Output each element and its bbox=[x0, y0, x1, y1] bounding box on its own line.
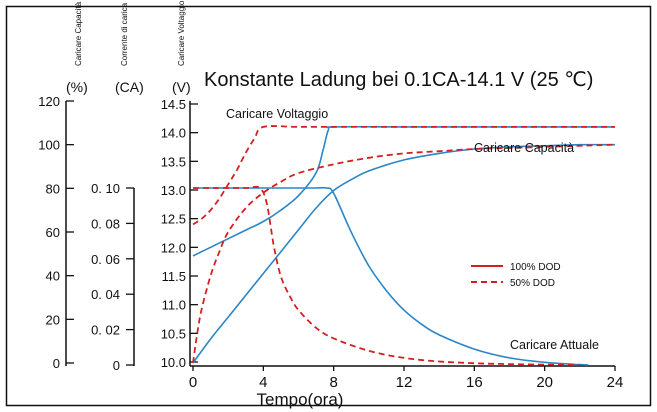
current-curve-label: Caricare Attuale bbox=[510, 338, 599, 352]
current-tick-label: 0. 08 bbox=[91, 216, 120, 231]
voltage-50-dod-line bbox=[192, 125, 615, 226]
x-axis-title: Tempo(ora) bbox=[257, 390, 344, 409]
x-tick-label: 8 bbox=[329, 374, 337, 391]
capacity-100-dod-line bbox=[192, 143, 616, 364]
x-tick-label: 20 bbox=[536, 374, 553, 391]
voltage-tick-label: 10.5 bbox=[161, 326, 186, 341]
capacity-axis-title: Caricare Capacità bbox=[74, 1, 83, 66]
x-tick-label: 0 bbox=[189, 374, 197, 391]
capacity-tick-label: 40 bbox=[46, 269, 60, 284]
voltage-axis-unit: (V) bbox=[172, 79, 191, 95]
voltage-tick-label: 13.5 bbox=[161, 154, 186, 169]
capacity-tick-label: 120 bbox=[38, 94, 60, 109]
current-axis-unit: (CA) bbox=[115, 79, 144, 95]
x-tick-label: 24 bbox=[607, 374, 624, 391]
chart-curves bbox=[192, 125, 616, 366]
voltage-tick-label: 13.0 bbox=[161, 183, 186, 198]
legend-50-dod-label: 50% DOD bbox=[510, 278, 555, 289]
voltage-curve-label: Caricare Voltaggio bbox=[226, 107, 328, 121]
voltage-tick-label: 10.0 bbox=[161, 355, 186, 370]
voltage-tick-label: 14.5 bbox=[161, 97, 186, 112]
voltage-axis-title: Caricare Voltaggio bbox=[177, 0, 186, 66]
voltage-tick-label: 12.0 bbox=[161, 240, 186, 255]
current-tick-label: 0. 10 bbox=[91, 181, 120, 196]
x-tick-label: 16 bbox=[466, 374, 483, 391]
chart-title: Konstante Ladung bei 0.1CA-14.1 V (25 ℃) bbox=[204, 69, 593, 91]
capacity-tick-label: 80 bbox=[46, 181, 60, 196]
current-100-dod-line bbox=[193, 186, 589, 366]
x-tick-label: 12 bbox=[396, 374, 413, 391]
capacity-tick-label: 60 bbox=[46, 225, 60, 240]
voltage-tick-label: 14.0 bbox=[161, 126, 186, 141]
x-tick-label: 4 bbox=[259, 374, 267, 391]
capacity-50-dod-line bbox=[192, 143, 616, 364]
current-tick-label: 0 bbox=[113, 358, 120, 373]
current-tick-label: 0. 02 bbox=[91, 323, 120, 338]
legend-100-dod-label: 100% DOD bbox=[510, 262, 561, 273]
voltage-tick-label: 11.0 bbox=[162, 298, 186, 313]
current-axis-title: Corrente di carica bbox=[120, 2, 129, 66]
current-tick-label: 0. 04 bbox=[91, 287, 120, 302]
capacity-tick-label: 20 bbox=[46, 312, 60, 327]
capacity-curve-label: Caricare Capacità bbox=[474, 141, 574, 155]
voltage-tick-label: 11.5 bbox=[162, 269, 186, 284]
voltage-tick-label: 12.5 bbox=[161, 212, 186, 227]
legend: 100% DOD 50% DOD bbox=[471, 262, 561, 289]
current-50-dod-line bbox=[193, 185, 580, 366]
capacity-tick-label: 100 bbox=[38, 138, 60, 153]
capacity-tick-label: 0 bbox=[53, 356, 60, 371]
capacity-axis-unit: (%) bbox=[66, 79, 88, 95]
chart-border bbox=[5, 5, 652, 407]
current-tick-label: 0. 06 bbox=[91, 252, 120, 267]
